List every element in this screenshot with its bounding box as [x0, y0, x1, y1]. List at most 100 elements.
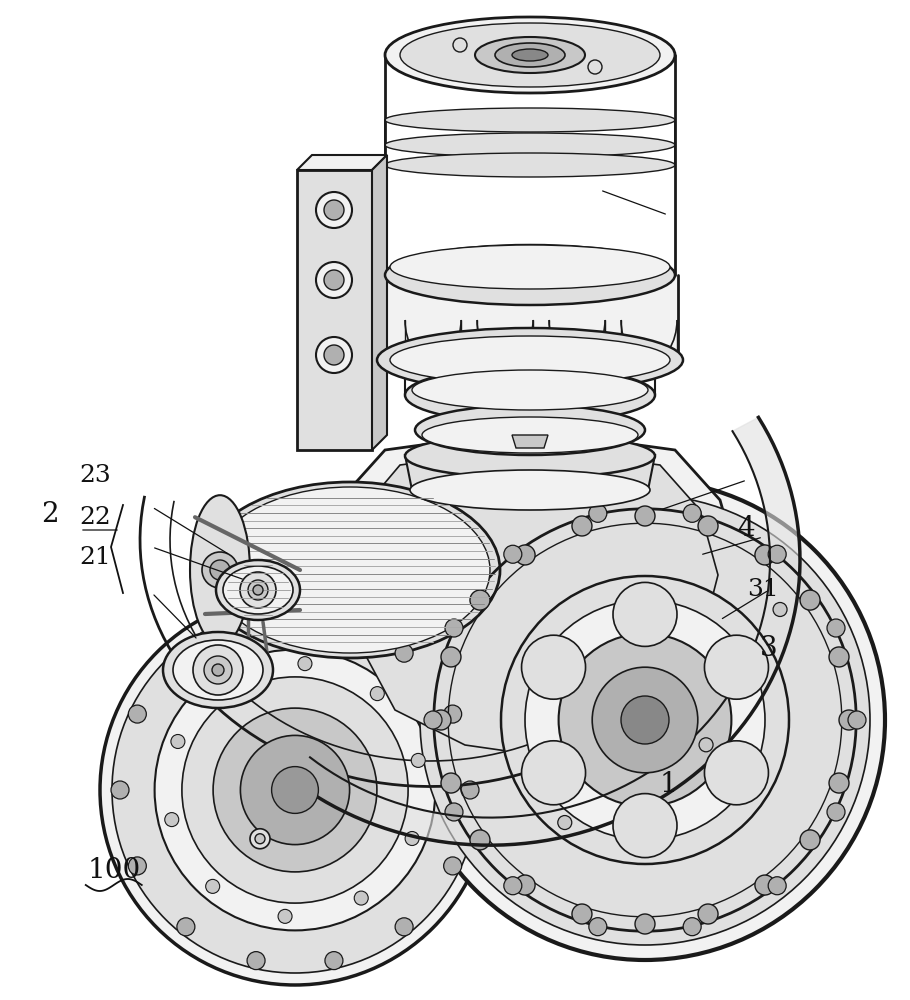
Circle shape — [768, 877, 786, 895]
Circle shape — [470, 830, 490, 850]
Polygon shape — [320, 430, 740, 770]
Circle shape — [155, 650, 435, 930]
Ellipse shape — [422, 417, 638, 453]
Circle shape — [240, 735, 349, 845]
Circle shape — [213, 708, 377, 872]
Circle shape — [255, 834, 265, 844]
Circle shape — [829, 647, 849, 667]
Circle shape — [698, 904, 718, 924]
Circle shape — [453, 38, 467, 52]
Circle shape — [324, 200, 344, 220]
Ellipse shape — [412, 370, 648, 410]
Circle shape — [699, 738, 713, 752]
Ellipse shape — [200, 482, 500, 658]
Circle shape — [298, 657, 312, 671]
Circle shape — [325, 610, 343, 628]
Ellipse shape — [415, 405, 645, 455]
Circle shape — [800, 830, 820, 850]
Ellipse shape — [400, 23, 660, 87]
Ellipse shape — [210, 487, 490, 653]
Circle shape — [204, 656, 232, 684]
Polygon shape — [297, 170, 372, 450]
Circle shape — [431, 710, 451, 730]
Circle shape — [247, 952, 265, 970]
Circle shape — [698, 516, 718, 536]
Polygon shape — [297, 155, 387, 170]
Circle shape — [521, 635, 585, 699]
Circle shape — [504, 877, 521, 895]
Circle shape — [247, 610, 265, 628]
Circle shape — [704, 635, 768, 699]
Ellipse shape — [390, 336, 670, 384]
Circle shape — [521, 741, 585, 805]
Circle shape — [621, 696, 669, 744]
Circle shape — [354, 891, 369, 905]
Circle shape — [848, 711, 866, 729]
Circle shape — [768, 545, 786, 563]
Circle shape — [589, 918, 607, 936]
Circle shape — [827, 619, 845, 637]
Circle shape — [177, 918, 195, 936]
Text: 21: 21 — [80, 546, 111, 570]
Ellipse shape — [405, 434, 655, 478]
Circle shape — [278, 909, 292, 923]
Text: 31: 31 — [747, 578, 778, 601]
Circle shape — [165, 813, 178, 827]
Text: 22: 22 — [80, 506, 111, 530]
Text: 2: 2 — [41, 502, 59, 528]
Circle shape — [572, 516, 592, 536]
Circle shape — [572, 904, 592, 924]
Polygon shape — [290, 417, 800, 845]
Ellipse shape — [475, 37, 585, 73]
Ellipse shape — [410, 470, 650, 510]
Circle shape — [316, 262, 352, 298]
Circle shape — [683, 918, 702, 936]
Circle shape — [405, 832, 420, 846]
Text: 1: 1 — [660, 772, 678, 798]
Ellipse shape — [385, 133, 675, 157]
Text: 100: 100 — [87, 856, 140, 884]
Circle shape — [592, 667, 698, 773]
Circle shape — [316, 192, 352, 228]
Circle shape — [829, 773, 849, 793]
Circle shape — [171, 734, 185, 748]
Ellipse shape — [385, 245, 675, 305]
Circle shape — [405, 480, 885, 960]
Circle shape — [222, 675, 236, 689]
Circle shape — [193, 645, 243, 695]
Circle shape — [613, 794, 677, 858]
Ellipse shape — [377, 328, 683, 392]
Circle shape — [444, 857, 461, 875]
Circle shape — [250, 829, 270, 849]
Circle shape — [248, 580, 268, 600]
Circle shape — [240, 572, 276, 608]
Circle shape — [206, 879, 219, 893]
Circle shape — [839, 710, 859, 730]
Circle shape — [100, 595, 490, 985]
Circle shape — [588, 60, 602, 74]
Ellipse shape — [216, 560, 300, 620]
Polygon shape — [372, 155, 387, 450]
Circle shape — [182, 677, 408, 903]
Circle shape — [128, 857, 147, 875]
Circle shape — [827, 803, 845, 821]
Circle shape — [445, 803, 463, 821]
Circle shape — [774, 602, 787, 616]
Ellipse shape — [190, 495, 250, 645]
Circle shape — [461, 781, 479, 799]
Circle shape — [202, 552, 238, 588]
Circle shape — [635, 914, 655, 934]
Circle shape — [704, 741, 768, 805]
Circle shape — [515, 545, 535, 565]
Circle shape — [370, 687, 384, 701]
Ellipse shape — [173, 640, 263, 700]
Circle shape — [210, 560, 230, 580]
Circle shape — [755, 875, 775, 895]
Ellipse shape — [495, 43, 565, 67]
Circle shape — [395, 918, 413, 936]
Circle shape — [441, 773, 461, 793]
Circle shape — [395, 644, 413, 662]
Circle shape — [501, 576, 789, 864]
Circle shape — [444, 705, 461, 723]
Circle shape — [112, 607, 478, 973]
